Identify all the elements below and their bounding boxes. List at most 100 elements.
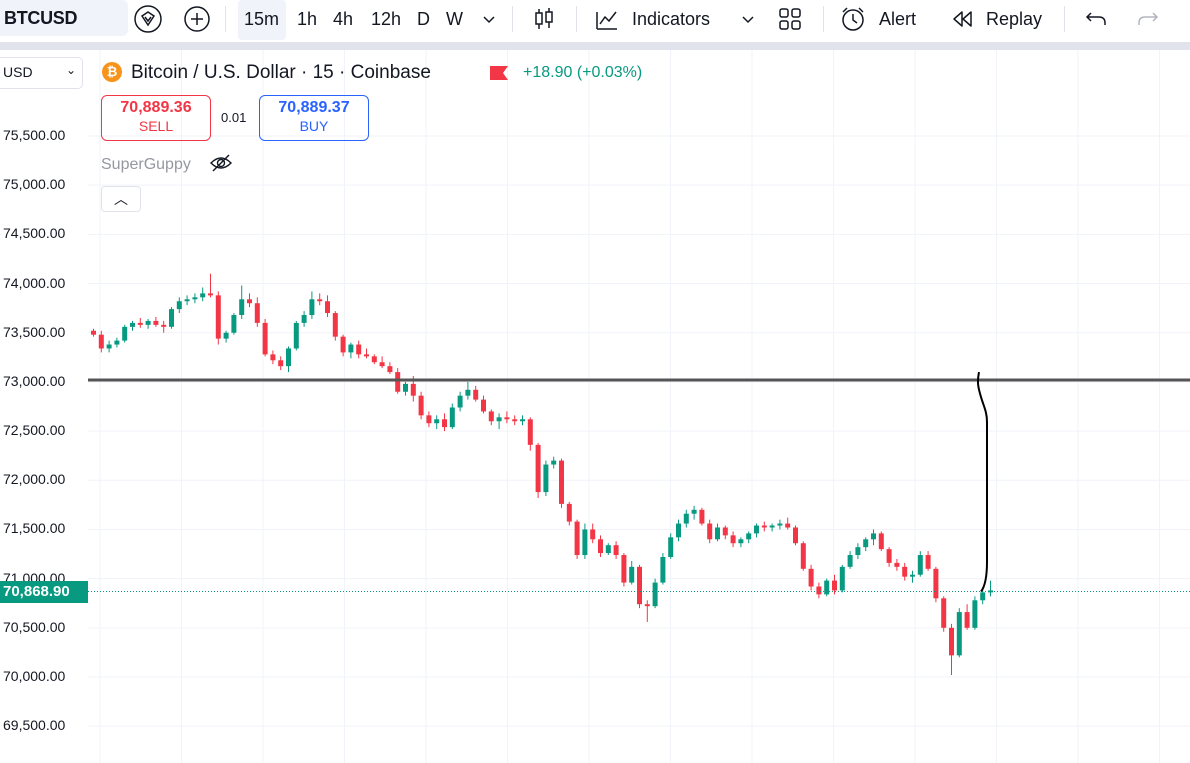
candle-body <box>231 315 237 333</box>
timeframe-4h-button[interactable]: 4h <box>333 8 354 29</box>
timeframe-12h-button[interactable]: 12h <box>371 8 402 29</box>
layout-grid-icon[interactable] <box>775 4 805 34</box>
candle-body <box>278 360 284 367</box>
timeframe-1h-button[interactable]: 1h <box>297 8 318 29</box>
toolbar-separator <box>512 6 513 32</box>
candle-body <box>106 344 112 349</box>
candle-body <box>223 332 229 339</box>
bitcoin-logo-icon: ₿ <box>102 62 122 82</box>
timeframe-15m-button[interactable]: 15m <box>244 8 280 29</box>
compare-add-icon[interactable] <box>182 4 212 34</box>
toolbar-separator <box>1064 6 1065 32</box>
toolbar-separator <box>576 6 577 32</box>
alert-button[interactable]: Alert <box>879 8 917 29</box>
candle-body <box>988 590 993 593</box>
candle-body <box>629 566 635 583</box>
candle-body <box>114 340 120 345</box>
chevron-down-icon[interactable] <box>474 4 504 34</box>
price-axis-tick-label: 71,500.00 <box>3 520 66 537</box>
candle-body <box>855 547 861 556</box>
candle-body <box>738 539 744 544</box>
flag-icon[interactable] <box>490 66 508 80</box>
candle-body <box>637 566 642 605</box>
price-axis-tick-label: 72,000.00 <box>3 471 66 488</box>
symbol-search-button[interactable]: BTCUSD <box>0 0 128 36</box>
buy-label: BUY <box>299 118 329 134</box>
candle-body <box>808 568 814 587</box>
candle-body <box>871 533 876 540</box>
timeframe-d-button[interactable]: D <box>417 8 430 29</box>
undo-icon[interactable] <box>1081 4 1111 34</box>
candle-body <box>488 411 494 422</box>
indicators-button[interactable]: Indicators <box>632 8 711 29</box>
candle-body <box>161 324 167 327</box>
price-axis[interactable]: 75,500.00 75,000.00 74,500.00 74,000.00 73,5… <box>0 50 88 763</box>
candle-body <box>590 529 596 540</box>
chevron-down-icon[interactable] <box>733 4 763 34</box>
candle-body <box>598 539 603 554</box>
candle-body <box>566 503 572 522</box>
candle-body <box>449 407 455 428</box>
candle-body <box>793 527 798 544</box>
price-axis-tick-label: 70,500.00 <box>3 618 66 635</box>
replay-rewind-icon[interactable] <box>947 4 977 34</box>
price-axis-tick-label: 70,000.00 <box>3 668 66 684</box>
candle-body <box>348 344 354 353</box>
sell-label: SELL <box>138 118 174 134</box>
candle-body <box>980 592 986 601</box>
candle-body <box>574 521 580 556</box>
currency-label: USD <box>3 64 33 80</box>
candle-body <box>254 303 260 323</box>
price-axis-tick-label: 72,500.00 <box>3 422 66 439</box>
candle-body <box>520 419 525 422</box>
redo-icon[interactable] <box>1133 4 1163 34</box>
candle-body <box>668 537 674 557</box>
candle-body <box>137 322 143 325</box>
candle-body <box>964 612 970 628</box>
candles-chart-type-icon[interactable] <box>529 4 559 34</box>
eye-hidden-icon[interactable] <box>209 153 233 173</box>
candle-body <box>356 344 362 355</box>
candle-body <box>613 545 619 556</box>
candle-body <box>956 612 962 656</box>
spread-value: 0.01 <box>221 110 247 125</box>
sell-button[interactable]: 70,889.36 SELL <box>101 95 211 141</box>
candle-body <box>387 366 393 373</box>
candle-body <box>886 549 892 563</box>
candle-body <box>418 395 424 416</box>
replay-button[interactable]: Replay <box>986 8 1043 29</box>
alarm-clock-icon[interactable] <box>838 4 868 34</box>
candle-body <box>644 604 650 607</box>
candle-body <box>917 555 923 575</box>
candle-body <box>270 354 276 361</box>
price-axis-tick-label: 74,000.00 <box>3 274 66 291</box>
freehand-drawing <box>976 371 988 593</box>
candle-body <box>754 525 759 534</box>
collapse-legend-button[interactable]: ︿ <box>101 186 141 212</box>
sell-price: 70,889.36 <box>120 99 192 116</box>
timeframe-w-button[interactable]: W <box>446 8 463 29</box>
candle-body <box>824 580 830 595</box>
candle-body <box>769 525 775 528</box>
candle-body <box>785 523 791 528</box>
candle-body <box>715 527 720 540</box>
alert-diamond-icon[interactable] <box>133 4 163 34</box>
buy-button[interactable]: 70,889.37 BUY <box>259 95 369 141</box>
candle-body <box>676 523 681 538</box>
currency-select[interactable]: USD ⌄ <box>0 57 83 89</box>
price-chart[interactable] <box>88 50 1190 763</box>
current-price-value: 70,868.90 <box>3 583 70 600</box>
candle-body <box>839 566 845 591</box>
candle-body <box>543 464 549 493</box>
candle-body <box>426 415 432 424</box>
price-axis-tick-label: 75,000.00 <box>3 176 66 193</box>
indicators-icon[interactable] <box>592 4 622 34</box>
symbol-title[interactable]: Bitcoin / U.S. Dollar · 15 · Coinbase <box>131 62 431 83</box>
candle-body <box>512 419 518 422</box>
candle-body <box>605 545 611 554</box>
candle-body <box>434 419 440 424</box>
candle-body <box>832 580 837 591</box>
indicator-name[interactable]: SuperGuppy <box>101 156 191 173</box>
candle-body <box>878 533 884 550</box>
candle-body <box>746 533 752 540</box>
